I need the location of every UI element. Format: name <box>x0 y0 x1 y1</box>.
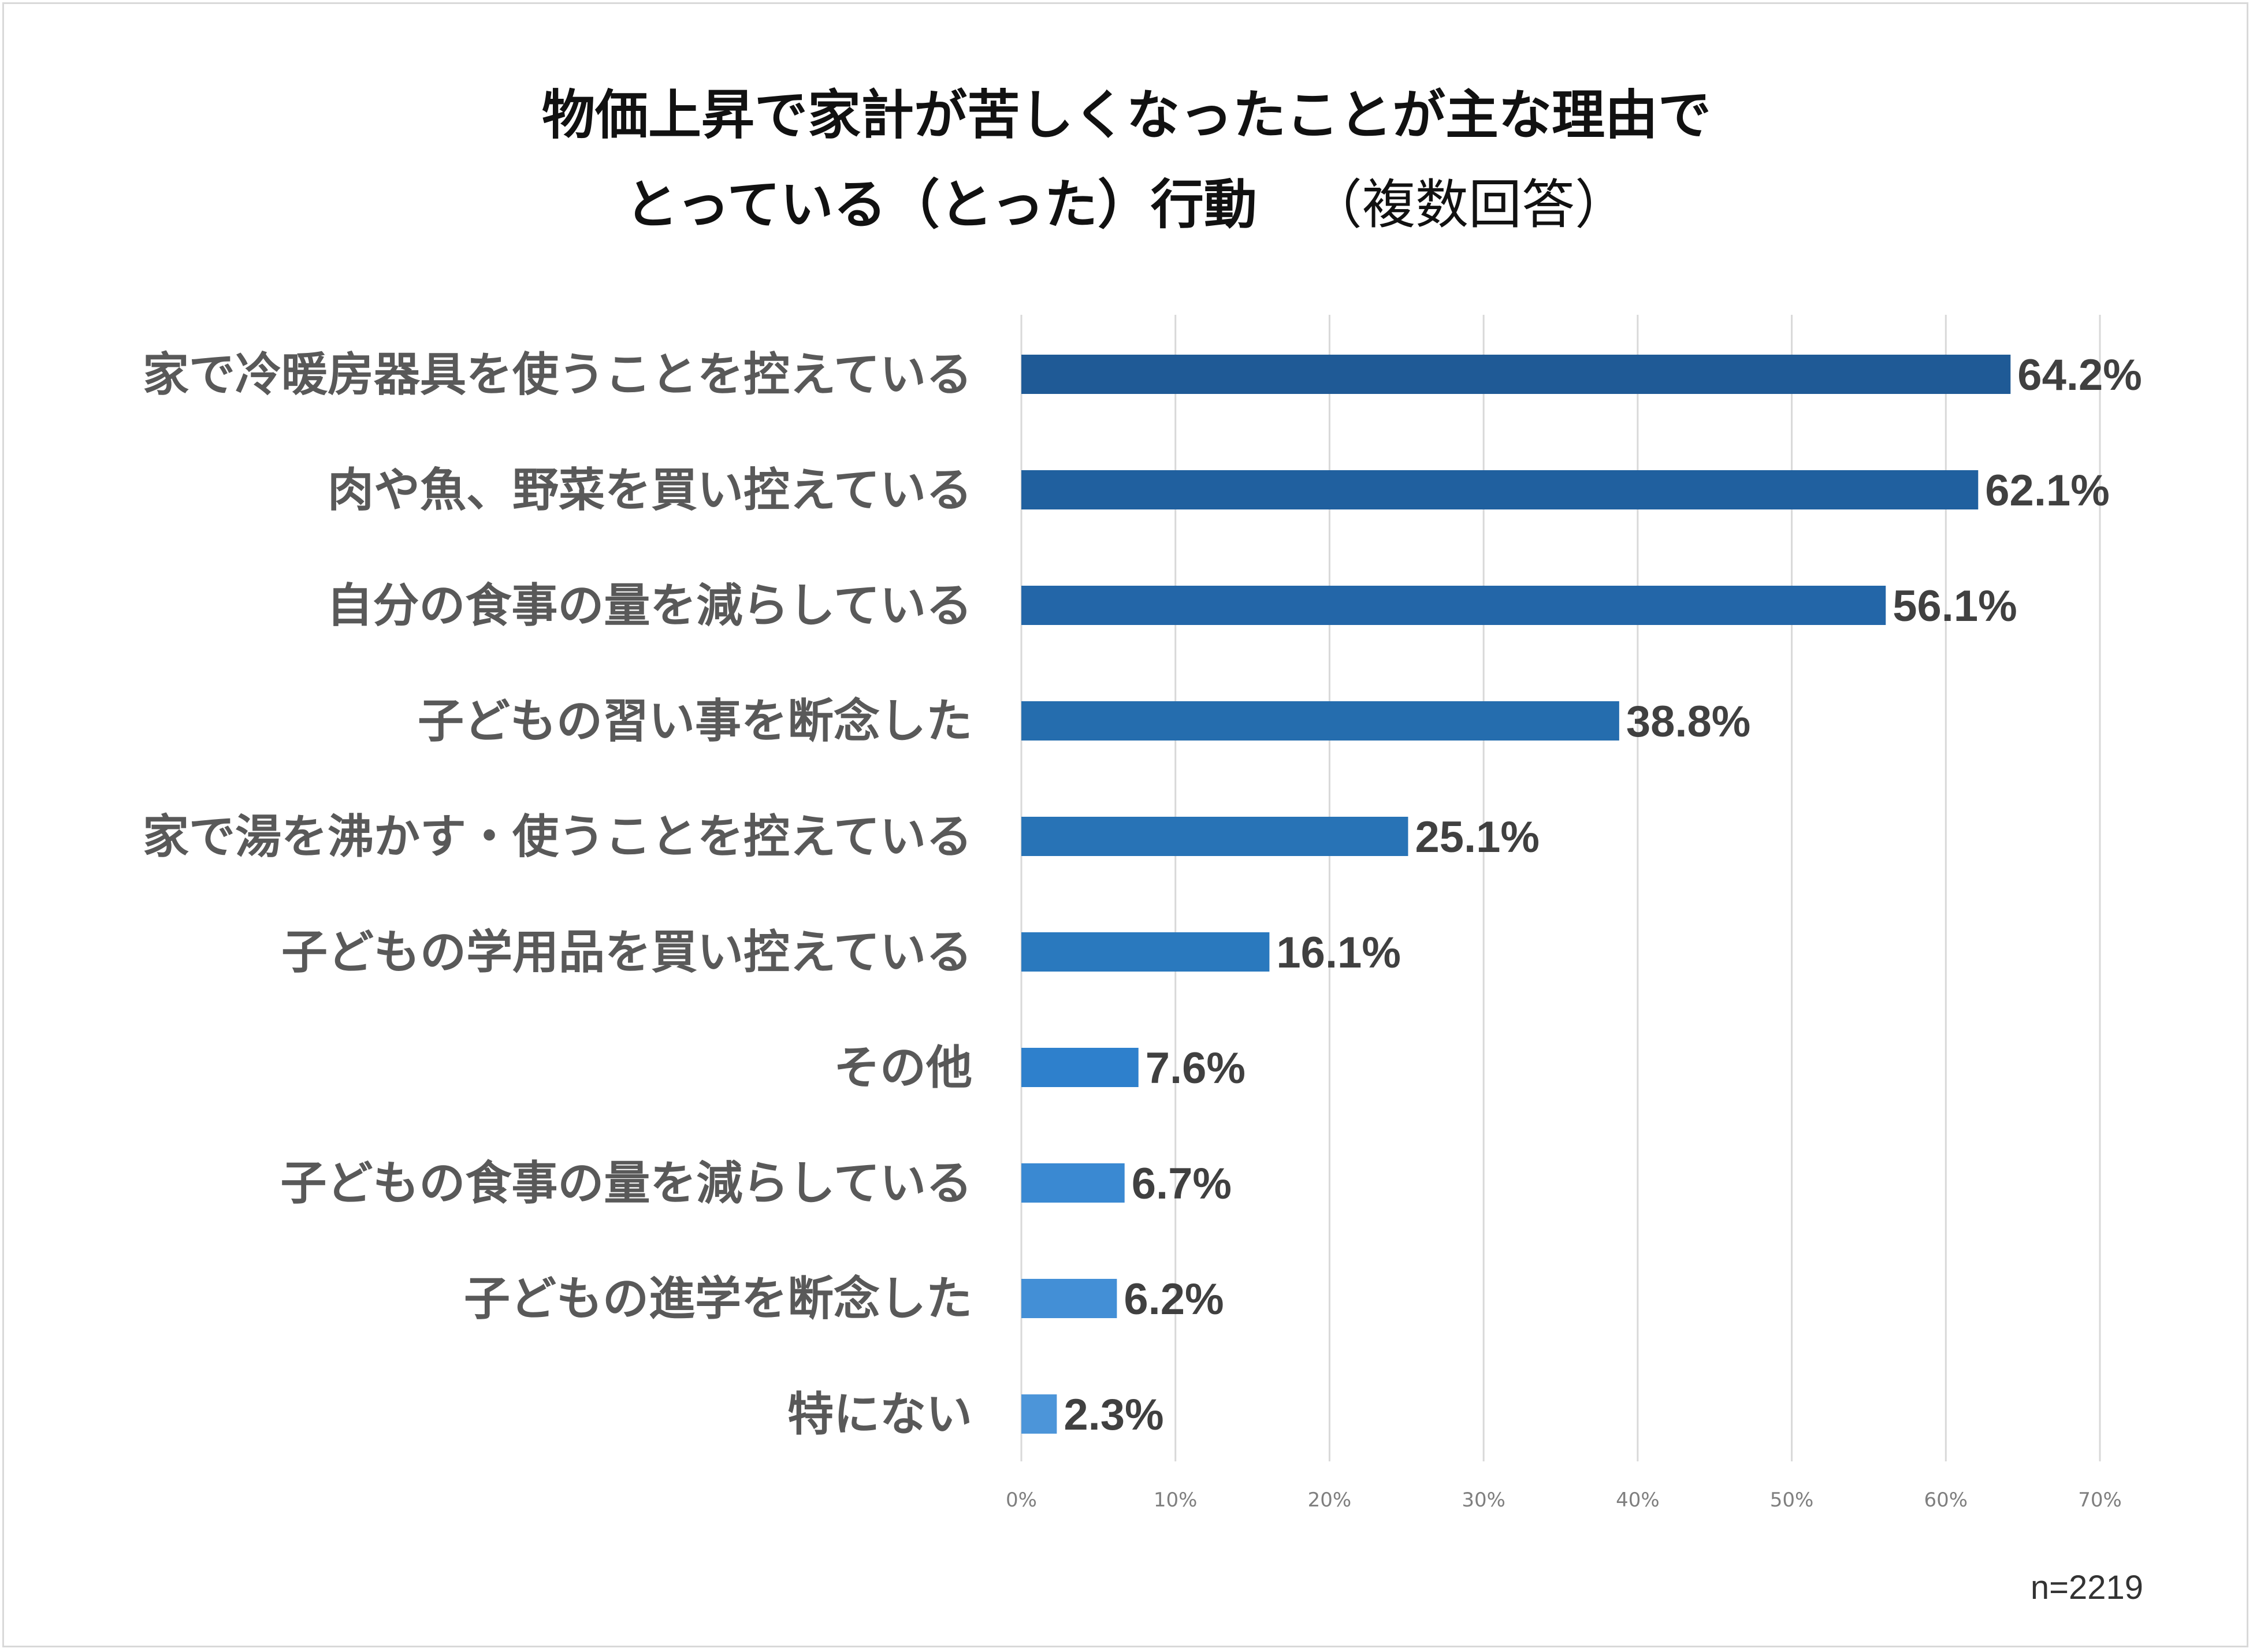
bar <box>1021 1163 1125 1203</box>
x-tick-label: 0% <box>1006 1489 1037 1512</box>
x-tick-labels: 0% 10% 20% 30% 40% 50% 60% 70% <box>1006 1489 2122 1512</box>
bar <box>1021 817 1408 856</box>
bar <box>1021 1048 1139 1087</box>
value-label: 6.7% <box>1132 1159 1232 1208</box>
bars <box>1021 355 2011 1434</box>
x-tick-label: 10% <box>1154 1489 1198 1512</box>
sample-size-note: n=2219 <box>2030 1569 2143 1606</box>
value-label: 38.8% <box>1626 697 1751 746</box>
category-label: 子どもの進学を断念した <box>464 1272 972 1326</box>
bar <box>1021 1279 1117 1318</box>
category-label: 家で冷暖房器具を使うことを控えている <box>143 348 972 401</box>
bar <box>1021 470 1979 509</box>
x-tick-label: 30% <box>1462 1489 1505 1512</box>
value-label: 25.1% <box>1415 813 1540 862</box>
value-label: 2.3% <box>1064 1390 1163 1439</box>
chart-title-text-2: とっている（とった）行動 <box>625 174 1257 236</box>
bar <box>1021 355 2011 394</box>
category-label: 子どもの学用品を買い控えている <box>281 925 972 979</box>
x-tick-label: 20% <box>1308 1489 1352 1512</box>
bar <box>1021 701 1619 741</box>
category-label: 子どもの食事の量を減らしている <box>280 1156 972 1210</box>
x-tick-label: 60% <box>1924 1489 1968 1512</box>
category-label: 子どもの習い事を断念した <box>418 694 972 748</box>
value-label: 6.2% <box>1124 1275 1224 1324</box>
category-label: 特にない <box>787 1387 972 1441</box>
value-label: 62.1% <box>1985 466 2110 515</box>
category-label: 家で湯を沸かす・使うことを控えている <box>143 810 972 864</box>
chart-title-line1: 物価上昇で家計が苦しくなったことが主な理由で <box>0 72 2253 149</box>
chart-title-text-1: 物価上昇で家計が苦しくなったことが主な理由で <box>541 84 1711 146</box>
category-label: 自分の食事の量を減らしている <box>326 579 972 632</box>
x-tick-label: 50% <box>1770 1489 1814 1512</box>
chart-title-note: （複数回答） <box>1308 174 1628 236</box>
bar <box>1021 586 1886 625</box>
category-label: 肉や魚、野菜を買い控えている <box>328 463 972 517</box>
x-tick-label: 40% <box>1616 1489 1660 1512</box>
category-label: その他 <box>834 1041 972 1095</box>
bar <box>1021 932 1270 972</box>
value-label: 56.1% <box>1893 582 2017 631</box>
x-tick-label: 70% <box>2078 1489 2122 1512</box>
chart-title-line2: とっている（とった）行動 （複数回答） <box>0 162 2253 239</box>
value-label: 7.6% <box>1146 1044 1246 1093</box>
bar <box>1021 1394 1057 1434</box>
category-labels: 家で冷暖房器具を使うことを控えている肉や魚、野菜を買い控えている自分の食事の量を… <box>143 348 972 1441</box>
value-labels: 64.2% 62.1% 56.1% 38.8% 25.1% 16.1% 7.6% 6.7% 6.… <box>1064 351 2142 1439</box>
value-label: 16.1% <box>1276 928 1401 977</box>
value-label: 64.2% <box>2017 351 2142 400</box>
